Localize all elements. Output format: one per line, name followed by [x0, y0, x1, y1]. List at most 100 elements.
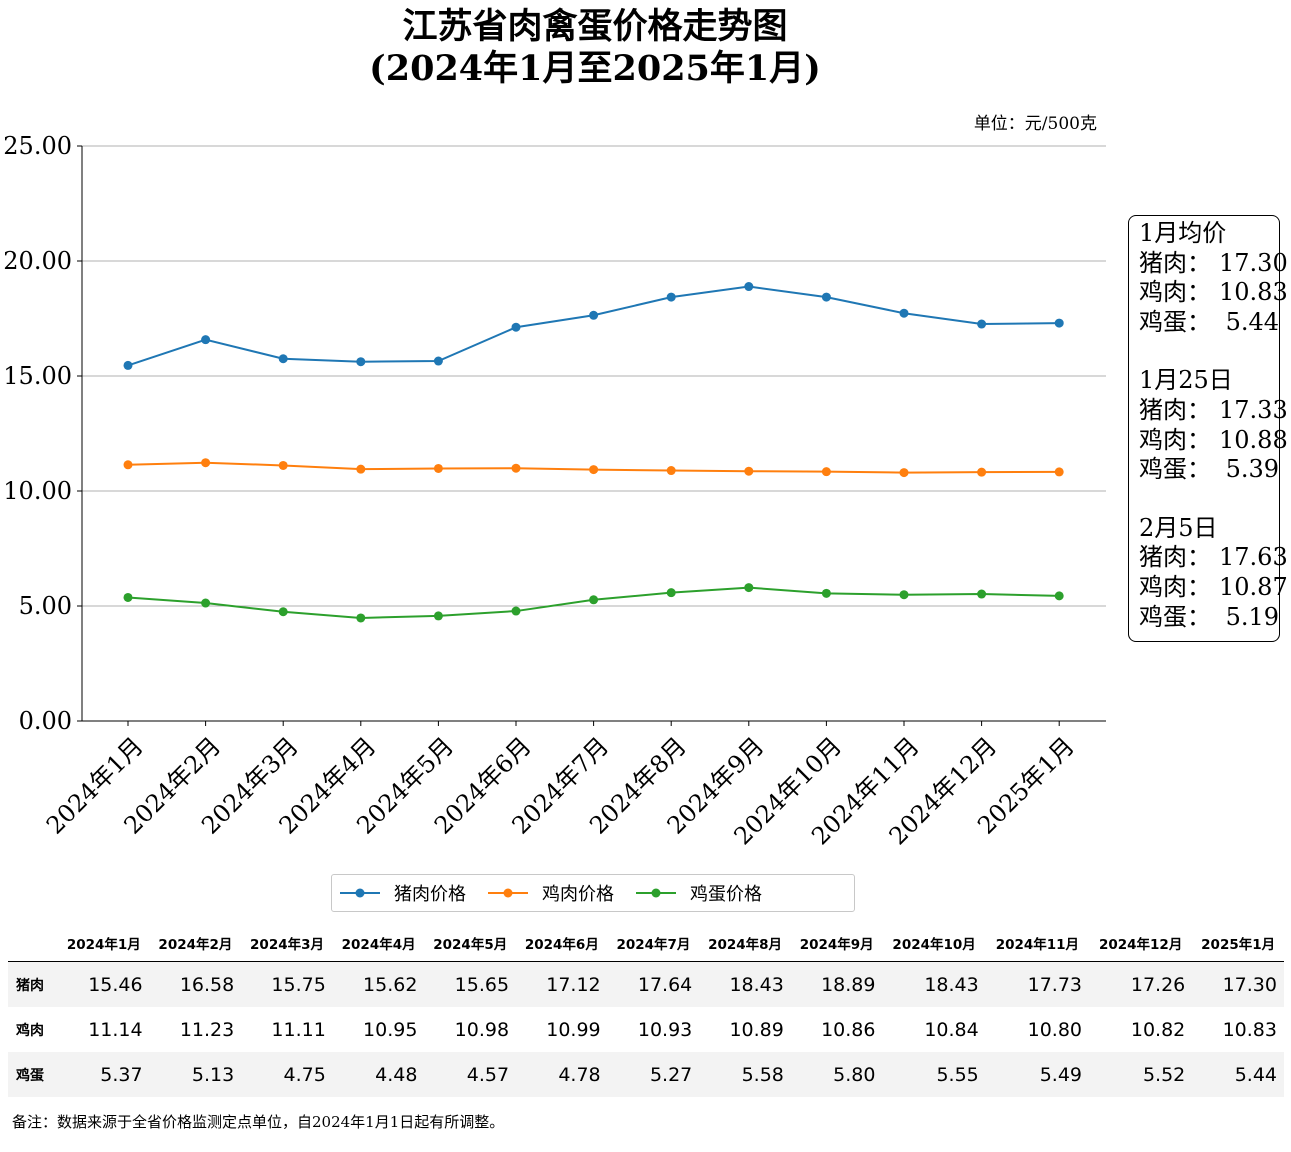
data-point — [123, 360, 133, 370]
table-cell: 10.83 — [1222, 1018, 1277, 1041]
info-value: 10.88 — [1219, 425, 1288, 454]
info-heading: 1月均价 — [1139, 219, 1227, 247]
data-point — [1054, 467, 1064, 477]
table-column-header: 2024年6月 — [516, 924, 608, 962]
data-point — [1054, 318, 1064, 328]
data-point — [511, 322, 521, 332]
data-point — [821, 467, 831, 477]
chart-title-line1: 江苏省肉禽蛋价格走势图 — [402, 6, 788, 47]
table-cell: 10.93 — [637, 1018, 693, 1041]
data-point — [899, 308, 909, 318]
info-value: 5.44 — [1225, 307, 1279, 336]
data-point — [744, 583, 754, 593]
chart-title: 江苏省肉禽蛋价格走势图 (2024年1月至2025年1月) — [0, 6, 1190, 90]
table-cell: 17.64 — [607, 961, 700, 1007]
table-cell: 18.89 — [790, 961, 883, 1007]
info-key: 鸡肉： — [1139, 425, 1211, 454]
table-column-header: 2024年12月 — [1089, 924, 1193, 962]
data-point — [356, 357, 366, 367]
table-cell: 10.95 — [363, 1018, 418, 1041]
y-tick-label: 20.00 — [3, 247, 72, 275]
info-key: 猪肉： — [1139, 395, 1211, 424]
data-point — [278, 607, 288, 617]
info-gap — [1139, 337, 1279, 366]
legend-label: 猪肉价格 — [394, 884, 466, 905]
price-data-table: 2024年1月 2024年2月 2024年3月 2024年4月 2024年5月 2024年… — [8, 924, 1284, 1097]
data-point — [201, 458, 211, 468]
table-cell: 17.26 — [1089, 961, 1193, 1007]
y-tick-label: 0.00 — [19, 707, 72, 735]
table-header-row: 2024年1月 2024年2月 2024年3月 2024年4月 2024年5月 2024年… — [8, 924, 1284, 962]
info-value: 10.87 — [1219, 572, 1288, 601]
info-row: 鸡蛋： 5.19 — [1139, 603, 1279, 633]
table-cell: 17.30 — [1192, 961, 1284, 1007]
table-cell: 5.44 — [1192, 1052, 1284, 1097]
table-cell: 10.86 — [821, 1018, 876, 1041]
data-point — [589, 595, 599, 605]
data-point — [201, 598, 211, 608]
footnote: 备注：数据来源于全省价格监测定点单位，自2024年1月1日起有所调整。 — [12, 1113, 505, 1131]
data-point — [1054, 591, 1064, 601]
info-row: 猪肉： 17.33 — [1139, 395, 1288, 426]
info-value: 17.33 — [1219, 395, 1288, 424]
table-cell: 17.12 — [516, 961, 608, 1007]
info-value: 5.39 — [1225, 455, 1279, 484]
info-row: 鸡肉： 10.87 — [1139, 572, 1288, 603]
info-key: 猪肉： — [1139, 248, 1211, 277]
legend-label: 鸡肉价格 — [542, 884, 614, 905]
table-column-header: 2024年5月 — [424, 924, 517, 962]
data-point — [123, 592, 133, 602]
data-point — [666, 588, 676, 598]
info-key: 鸡蛋： — [1139, 307, 1211, 336]
legend-item: 猪肉价格 — [338, 880, 466, 906]
table-cell: 15.46 — [58, 961, 150, 1007]
unit-label: 单位：元/500克 — [973, 114, 1097, 134]
table-cell: 5.80 — [790, 1052, 883, 1097]
price-info-box: 1月均价 猪肉： 17.30 鸡肉： 10.83 鸡蛋： 5.44 1月25日 猪肉： 17.33… — [1128, 215, 1288, 642]
table-column-header: 2024年3月 — [241, 924, 333, 962]
table-cell: 10.99 — [546, 1018, 601, 1041]
data-point — [433, 356, 443, 366]
table-row-label: 鸡肉 — [16, 1022, 44, 1039]
data-point — [744, 466, 754, 476]
data-point — [899, 468, 909, 478]
info-row: 鸡蛋： 5.44 — [1139, 308, 1279, 338]
table-cell: 10.82 — [1130, 1018, 1186, 1041]
info-row: 猪肉： 17.63 — [1139, 543, 1288, 573]
data-point — [511, 463, 521, 473]
data-point — [977, 319, 987, 329]
y-tick-label: 15.00 — [3, 362, 72, 390]
data-point — [123, 460, 133, 470]
legend-item: 鸡肉价格 — [486, 880, 614, 906]
table-cell: 17.73 — [985, 961, 1090, 1007]
table-cell: 5.49 — [985, 1052, 1090, 1097]
table-cell: 18.43 — [699, 961, 791, 1007]
data-point — [899, 590, 909, 600]
table-cell: 5.27 — [607, 1052, 700, 1097]
table-cell: 5.13 — [149, 1052, 242, 1097]
data-point — [589, 465, 599, 475]
table-cell: 4.48 — [332, 1052, 425, 1097]
table-cell: 15.75 — [241, 961, 333, 1007]
info-value: 5.19 — [1225, 602, 1279, 631]
table-cell: 5.55 — [882, 1052, 986, 1097]
data-point — [278, 354, 288, 364]
info-row: 猪肉： 17.30 — [1139, 248, 1288, 279]
data-point — [666, 466, 676, 476]
table-column-header: 2024年9月 — [790, 924, 883, 962]
table-cell: 4.78 — [516, 1052, 608, 1097]
table-cell: 15.65 — [424, 961, 517, 1007]
table-column-header: 2024年11月 — [985, 924, 1090, 962]
table-cell: 10.84 — [924, 1018, 979, 1041]
info-heading: 1月25日 — [1139, 366, 1233, 395]
data-point — [666, 292, 676, 302]
table-corner-cell — [8, 924, 58, 962]
info-row: 鸡蛋： 5.39 — [1139, 455, 1279, 485]
table-column-header: 2024年8月 — [699, 924, 791, 962]
chart-legend: 猪肉价格 鸡肉价格 鸡蛋价格 — [331, 874, 855, 912]
info-key: 猪肉： — [1139, 543, 1211, 572]
data-point — [977, 589, 987, 599]
info-heading: 2月5日 — [1139, 513, 1218, 542]
table-column-header: 2024年2月 — [149, 924, 242, 962]
table-cell: 4.75 — [241, 1052, 333, 1097]
